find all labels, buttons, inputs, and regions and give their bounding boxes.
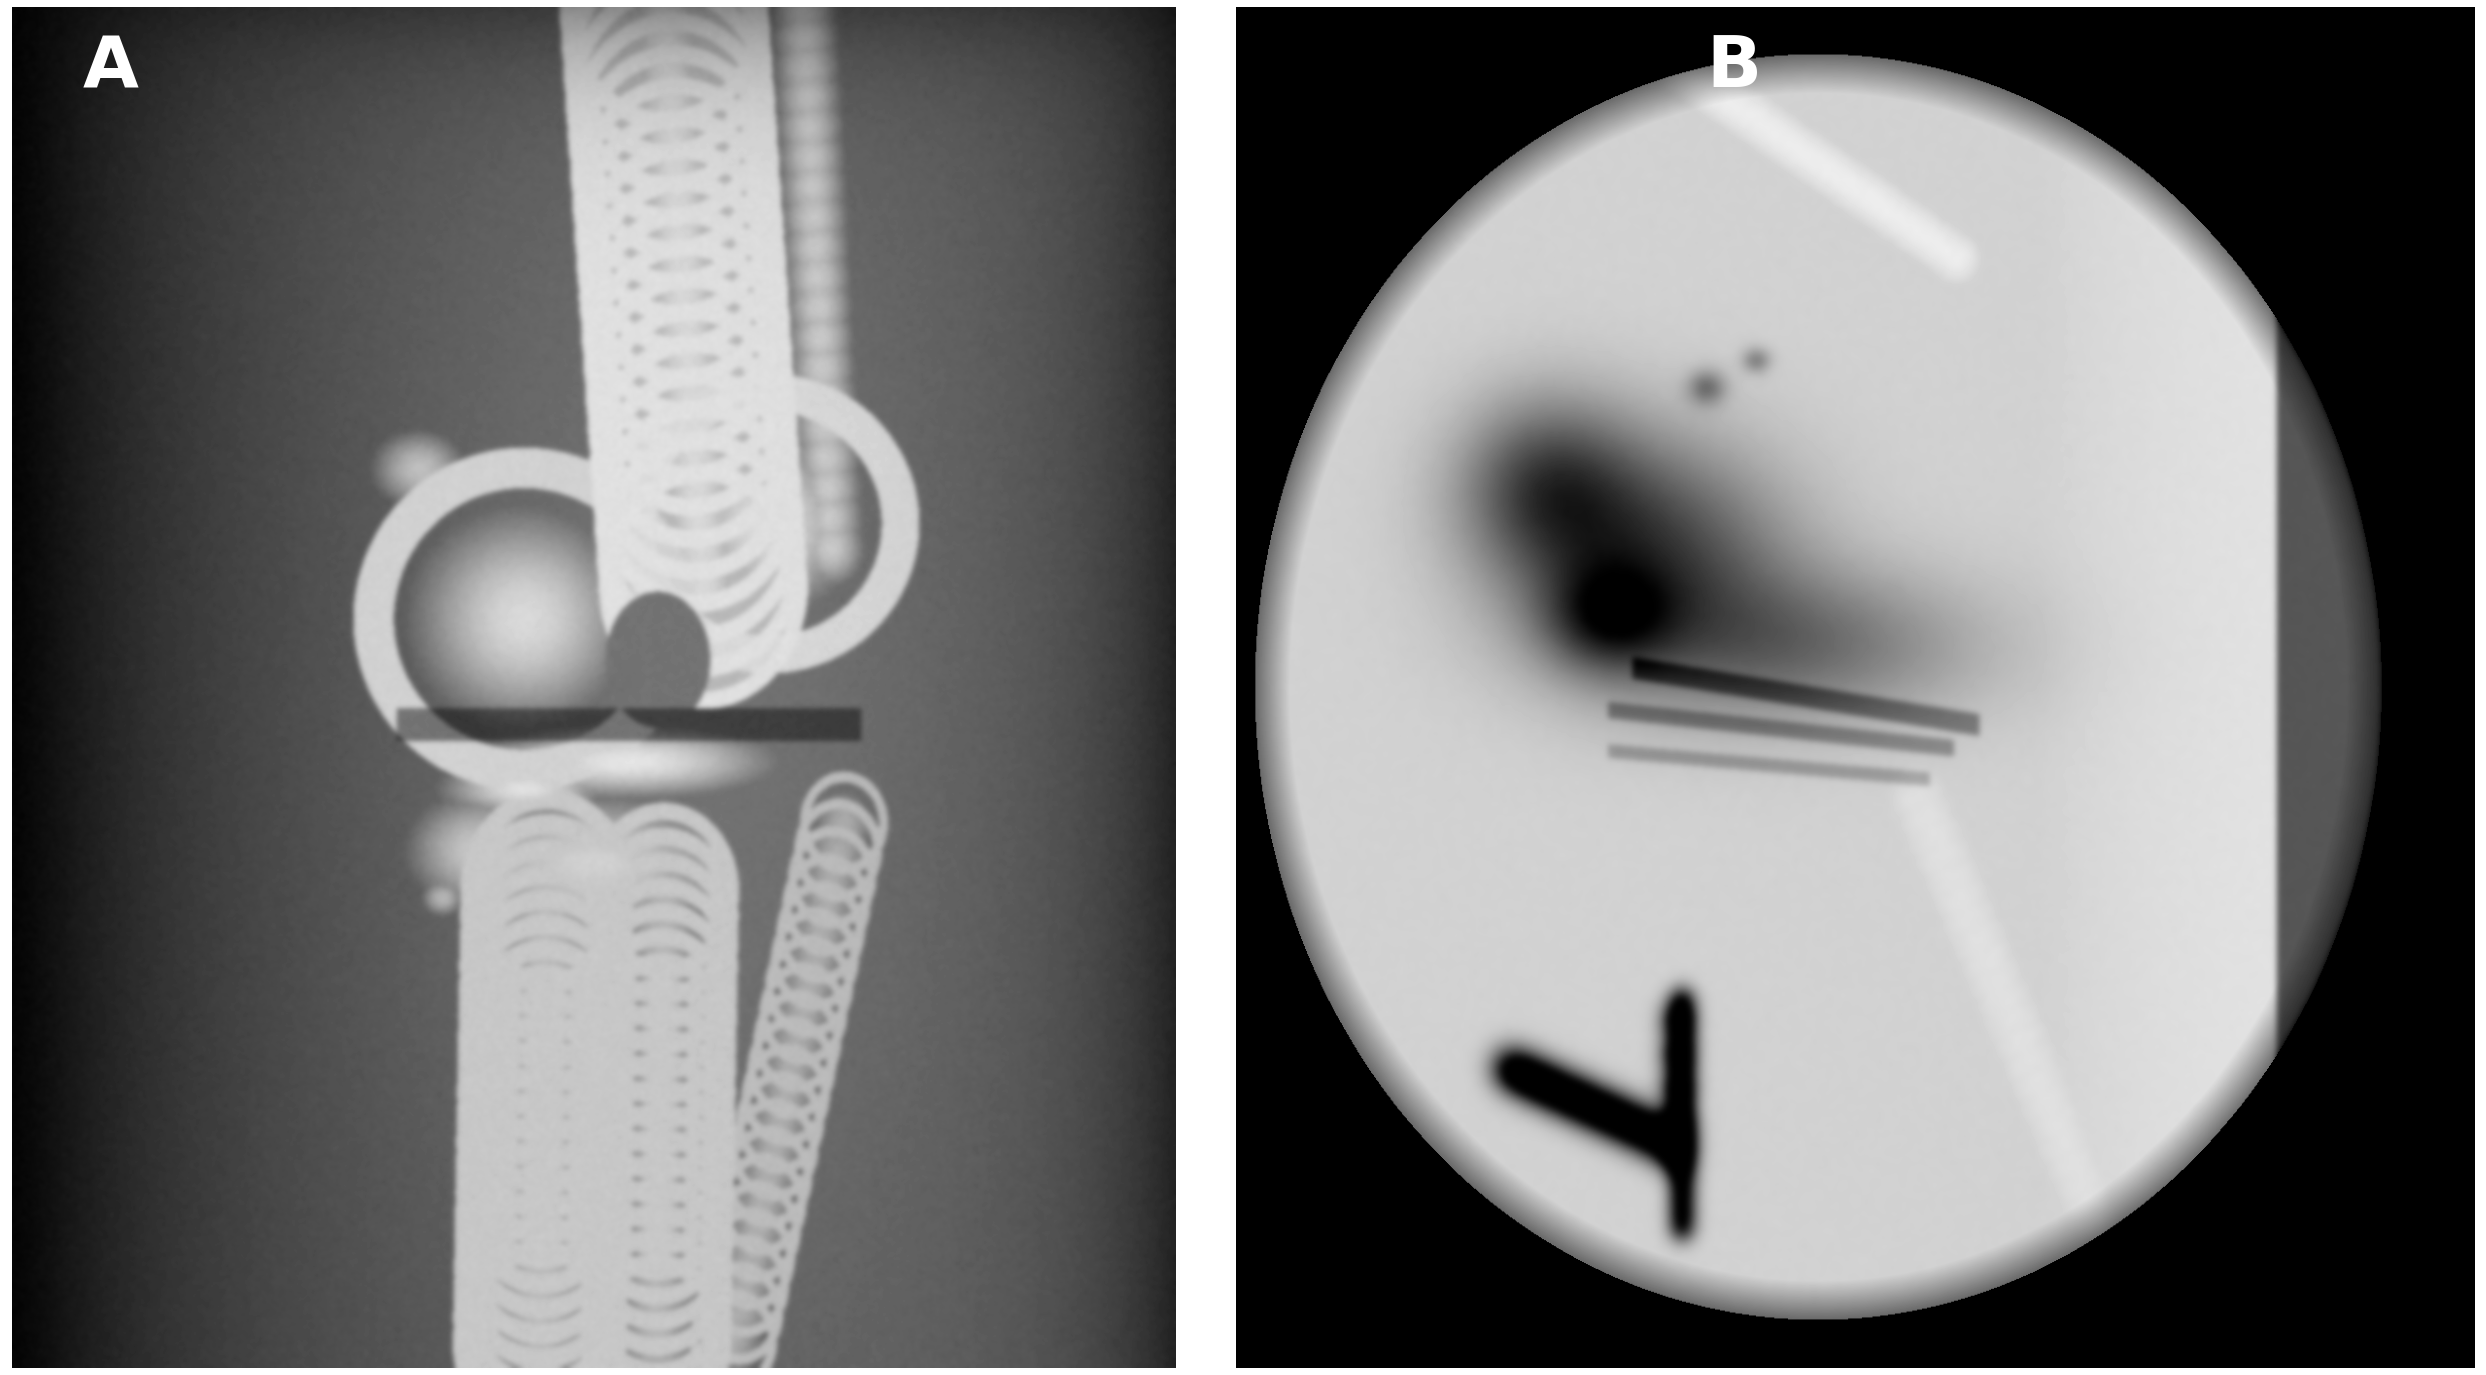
- Text: A: A: [82, 33, 139, 102]
- Text: B: B: [1705, 33, 1760, 102]
